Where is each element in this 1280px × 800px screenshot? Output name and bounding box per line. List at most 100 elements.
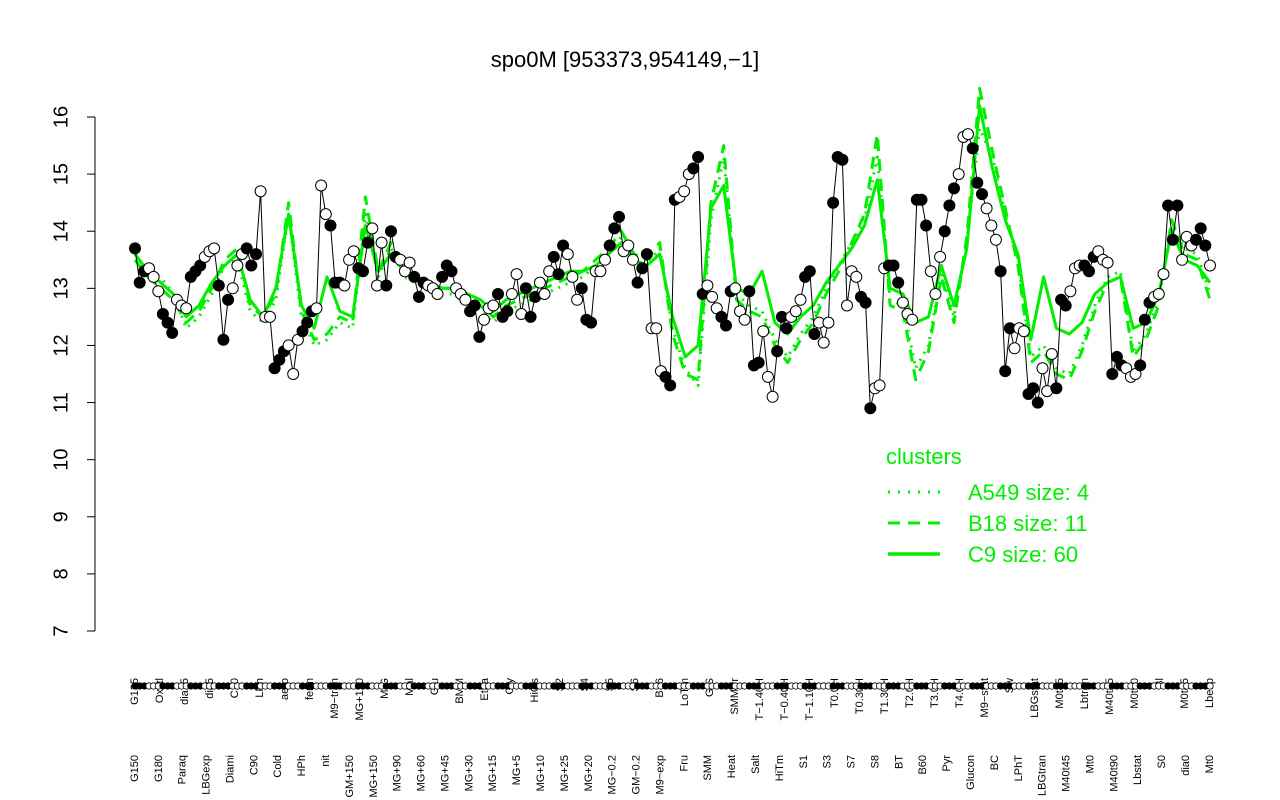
- data-point: [622, 239, 635, 252]
- data-point: [706, 290, 719, 303]
- data-point: [1157, 268, 1170, 281]
- data-point: [906, 313, 919, 326]
- data-point: [924, 265, 937, 278]
- cluster-line-3: [133, 104, 1212, 359]
- data-point: [827, 196, 840, 209]
- x-tick-label-bottom: S8: [870, 755, 882, 768]
- data-point: [729, 282, 742, 295]
- data-point: [989, 233, 1002, 246]
- data-point: [757, 325, 770, 338]
- x-tick-label-bottom: LBGexp: [201, 755, 213, 795]
- y-tick-label: 9: [50, 511, 72, 522]
- data-point: [459, 293, 472, 306]
- data-point: [1152, 288, 1165, 300]
- data-point: [780, 322, 793, 335]
- x-tick-label-top: T2.0H: [904, 678, 916, 708]
- data-point: [324, 219, 337, 232]
- x-tick-label-bottom: S1: [798, 755, 810, 768]
- data-point: [412, 290, 425, 303]
- data-point: [841, 299, 853, 312]
- x-tick-label-bottom: C90: [248, 755, 260, 775]
- x-tick-label-top: T0.0H: [829, 678, 841, 708]
- data-point: [212, 279, 225, 292]
- x-tick-label-bottom: Pyr: [941, 755, 953, 772]
- x-tick-label-bottom: Mt0: [1204, 755, 1216, 773]
- data-point: [147, 270, 160, 283]
- x-tick-label-bottom: BC: [989, 755, 1001, 770]
- x-tick-label-bottom: S3: [822, 755, 834, 768]
- data-point: [380, 279, 393, 292]
- rug-marker: [1206, 682, 1214, 690]
- legend: clusters A549 size: 4 B18 size: 11 C9 si…: [886, 444, 1089, 567]
- data-point: [152, 285, 165, 298]
- data-point: [566, 270, 579, 283]
- data-point: [403, 256, 416, 269]
- data-point: [640, 248, 653, 261]
- data-point: [1008, 342, 1021, 355]
- legend-title: clusters: [886, 444, 962, 469]
- data-point: [720, 319, 732, 332]
- x-tick-label-top: HiOs: [529, 678, 541, 703]
- x-tick-label-top: LoTm: [679, 678, 691, 706]
- x-tick-label-bottom: MG+45: [440, 755, 452, 791]
- data-point: [980, 202, 993, 215]
- data-point: [836, 153, 849, 166]
- data-point: [948, 182, 960, 195]
- data-point: [1106, 368, 1119, 380]
- data-point: [585, 316, 598, 329]
- data-point: [766, 390, 779, 403]
- data-point: [1166, 233, 1179, 246]
- data-point: [287, 368, 300, 380]
- x-axis-rug: [131, 682, 1214, 690]
- x-tick-label-bottom: Diami: [225, 755, 237, 783]
- data-point: [743, 285, 756, 298]
- data-point: [803, 265, 816, 278]
- data-point: [1134, 359, 1147, 372]
- data-point: [408, 270, 421, 283]
- data-point: [599, 253, 611, 266]
- data-point: [552, 268, 565, 281]
- data-point: [264, 310, 276, 323]
- data-point: [761, 370, 774, 383]
- data-point: [892, 276, 905, 289]
- data-point: [966, 142, 979, 155]
- x-tick-label-bottom: nit: [320, 755, 332, 767]
- data-point: [571, 293, 584, 306]
- y-tick-label: 11: [50, 392, 72, 413]
- x-tick-label-bottom: Mt0: [1085, 755, 1097, 773]
- data-point: [519, 282, 532, 295]
- data-point: [985, 219, 998, 232]
- x-tick-label-bottom: M9−exp: [655, 755, 667, 794]
- x-tick-label-bottom: Cold: [272, 755, 284, 778]
- data-point: [850, 270, 863, 283]
- data-point: [971, 176, 984, 189]
- legend-a549-label: A549 size: 4: [968, 480, 1089, 505]
- x-tick-label-bottom: MG−0.2: [607, 755, 619, 794]
- x-tick-label-bottom: Salt: [750, 755, 762, 774]
- data-point: [896, 296, 909, 309]
- x-tick-label-bottom: Glucon: [965, 755, 977, 790]
- data-point: [808, 328, 821, 340]
- data-point: [282, 339, 295, 352]
- data-point: [771, 345, 784, 358]
- data-point: [510, 268, 523, 281]
- legend-c9-label: C9 size: 60: [968, 542, 1078, 567]
- x-tick-label-bottom: Fru: [678, 755, 690, 772]
- legend-b18-label: B18 size: 11: [968, 511, 1087, 536]
- data-point: [1059, 299, 1072, 312]
- x-tick-label-bottom: GM−0.2: [631, 755, 643, 794]
- data-point: [915, 193, 928, 206]
- data-point: [1101, 256, 1114, 269]
- data-point: [445, 265, 458, 278]
- y-tick-label: 14: [50, 220, 72, 242]
- x-tick-label-top: Oxctl: [154, 678, 166, 703]
- cluster-line-2: [133, 86, 1212, 382]
- data-point: [794, 293, 807, 306]
- x-tick-label-top: BMM: [454, 678, 466, 704]
- data-point: [692, 151, 705, 163]
- data-point: [636, 262, 649, 275]
- x-tick-label-top: T4.0H: [954, 678, 966, 708]
- data-point: [929, 288, 942, 300]
- data-point: [1036, 362, 1049, 375]
- x-tick-label-top: dia15: [179, 678, 191, 705]
